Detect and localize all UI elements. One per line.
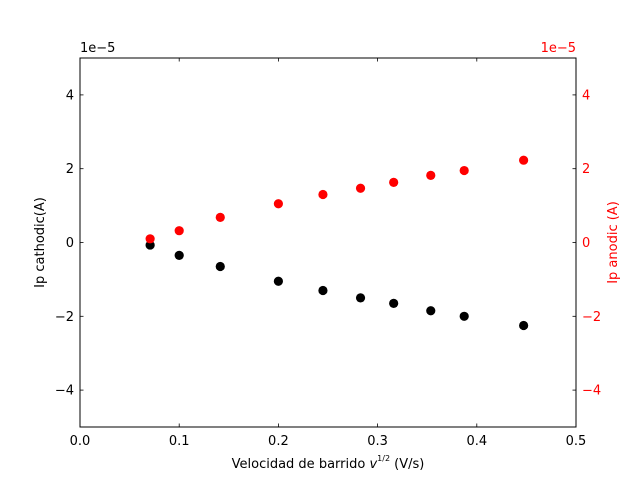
cathodic-point [318,285,328,296]
anodic-point [355,183,366,193]
cathodic-point [174,250,184,261]
anodic-point [318,189,328,200]
plot-frame [79,57,577,428]
anodic-point [519,155,529,165]
y-tick-label-left: 4 [66,88,74,103]
cathodic-point [389,298,399,308]
anodic-point [426,170,436,180]
anodic-point [389,177,399,187]
left-offset-label: 1e−5 [80,41,115,56]
x-axis-label-var: v [369,457,377,472]
x-tick-label: 0.2 [268,434,289,449]
anodic-point [174,226,184,236]
x-tick-label: 0.0 [70,434,91,449]
y-tick-label-right: 2 [582,162,590,177]
x-axis-label-prefix: Velocidad de barrido [232,457,370,472]
cathodic-point [459,311,469,321]
x-tick-label: 0.1 [169,434,190,449]
anodic-point [215,212,225,223]
x-tick-label: 0.3 [367,434,388,449]
cathodic-point [273,276,283,286]
x-axis-label-exponent: 1/2 [377,454,390,463]
x-tick-label: 0.4 [466,434,487,449]
y-tick-label-right: 4 [582,88,590,103]
y-tick-label-right: 0 [582,236,590,251]
cathodic-point [426,306,436,316]
cathodic-point [519,320,529,331]
points-layer [145,155,529,331]
anodic-point [273,199,283,209]
x-tick-label: 0.5 [566,434,587,449]
y-axis-label-left: Ip cathodic(A) [33,197,48,288]
y-tick-label-right: −2 [582,310,601,325]
cathodic-point [355,293,366,303]
y-tick-label-left: 2 [66,162,74,177]
right-offset-label: 1e−5 [541,41,576,56]
y-tick-label-right: −4 [582,384,601,399]
y-tick-label-left: 0 [66,236,74,251]
y-tick-label-left: −4 [55,384,74,399]
anodic-point [145,234,155,244]
cathodic-point [215,261,225,272]
x-axis-label: Velocidad de barrido v1/2 (V/s) [232,454,425,472]
ticks-layer: 0.0 0.1 0.2 0.3 0.4 0.5 −4 −2 0 2 4 −4 −2 0 2 4 [55,58,601,449]
x-axis-label-suffix: (V/s) [390,457,424,472]
y-tick-label-left: −2 [55,310,74,325]
anodic-point [459,165,469,176]
y-axis-label-right: Ip anodic (A) [606,201,621,284]
